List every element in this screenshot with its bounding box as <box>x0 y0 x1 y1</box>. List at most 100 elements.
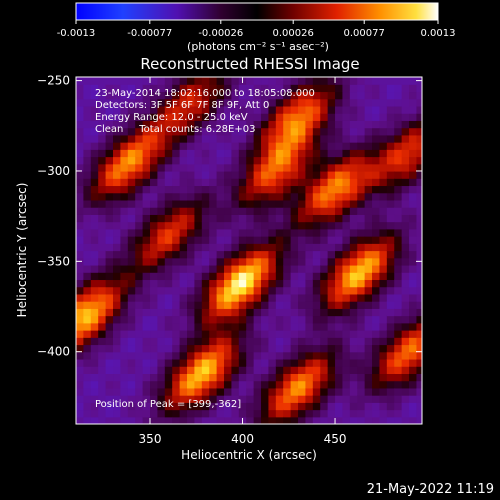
heatmap-cell <box>283 387 292 396</box>
heatmap-cell <box>320 366 329 374</box>
heatmap-cell <box>246 178 255 187</box>
heatmap-cell <box>261 286 270 295</box>
heatmap-cell <box>364 142 373 150</box>
heatmap-cell <box>238 134 247 143</box>
heatmap-cell <box>349 214 358 223</box>
heatmap-cell <box>357 416 366 424</box>
heatmap-cell <box>253 301 262 309</box>
heatmap-cell <box>172 221 181 230</box>
heatmap-cell <box>253 308 262 317</box>
heatmap-cell <box>416 416 422 424</box>
heatmap-cell <box>194 330 203 338</box>
heatmap-cell <box>238 308 247 317</box>
heatmap-cell <box>379 178 388 187</box>
heatmap-cell <box>327 286 336 295</box>
heatmap-cell <box>127 257 136 266</box>
heatmap-cell <box>349 250 358 259</box>
heatmap-cell <box>342 185 351 194</box>
heatmap-cell <box>90 105 99 114</box>
heatmap-cell <box>194 207 203 215</box>
heatmap-cell <box>261 98 270 107</box>
heatmap-cell <box>150 105 159 114</box>
heatmap-cell <box>342 98 351 107</box>
heatmap-cell <box>394 243 403 252</box>
heatmap-cell <box>194 156 203 165</box>
heatmap-cell <box>312 163 321 172</box>
heatmap-cell <box>364 351 373 360</box>
heatmap-cell <box>76 127 84 136</box>
heatmap-cell <box>238 250 247 259</box>
heatmap-cell <box>298 286 307 295</box>
heatmap-cell <box>90 127 99 136</box>
heatmap-cell <box>83 409 92 418</box>
heatmap-cell <box>312 91 321 100</box>
heatmap-cell <box>327 322 336 331</box>
heatmap-cell <box>231 243 240 252</box>
heatmap-cell <box>401 170 410 179</box>
heatmap-cell <box>327 250 336 259</box>
heatmap-cell <box>105 207 114 215</box>
heatmap-cell <box>320 330 329 338</box>
heatmap-cell <box>135 120 144 129</box>
heatmap-cell <box>298 207 307 215</box>
heatmap-cell <box>298 380 307 389</box>
heatmap-cell <box>224 221 233 230</box>
heatmap-cell <box>372 134 381 143</box>
heatmap-cell <box>253 236 262 244</box>
heatmap-cell <box>135 199 144 208</box>
heatmap-cell <box>364 192 373 201</box>
heatmap-cell <box>283 134 292 143</box>
heatmap-cell <box>113 315 122 324</box>
heatmap-cell <box>194 387 203 396</box>
heatmap-cell <box>261 127 270 136</box>
heatmap-cell <box>312 192 321 201</box>
heatmap-cell <box>127 236 136 244</box>
heatmap-cell <box>364 293 373 302</box>
heatmap-cell <box>209 279 218 288</box>
heatmap-cell <box>224 301 233 309</box>
heatmap-cell <box>231 366 240 374</box>
heatmap-cell <box>394 308 403 317</box>
heatmap-cell <box>120 221 129 230</box>
heatmap-cell <box>209 163 218 172</box>
heatmap-cell <box>253 120 262 129</box>
heatmap-cell <box>216 264 225 273</box>
heatmap-cell <box>238 322 247 331</box>
heatmap-cell <box>372 395 381 403</box>
heatmap-cell <box>224 105 233 114</box>
heatmap-cell <box>372 178 381 187</box>
heatmap-cell <box>179 192 188 201</box>
heatmap-cell <box>342 77 351 85</box>
heatmap-cell <box>172 214 181 223</box>
heatmap-cell <box>349 207 358 215</box>
heatmap-cell <box>164 373 173 382</box>
heatmap-cell <box>349 330 358 338</box>
heatmap-cell <box>409 351 418 360</box>
heatmap-cell <box>335 192 344 201</box>
heatmap-cell <box>364 301 373 309</box>
heatmap-cell <box>150 214 159 223</box>
heatmap-cell <box>401 344 410 353</box>
heatmap-cell <box>231 315 240 324</box>
heatmap-cell <box>335 308 344 317</box>
heatmap-cell <box>275 330 284 338</box>
heatmap-cell <box>320 250 329 259</box>
heatmap-cell <box>127 91 136 100</box>
heatmap-cell <box>386 250 395 259</box>
heatmap-cell <box>349 315 358 324</box>
heatmap-cell <box>238 315 247 324</box>
heatmap-cell <box>83 351 92 360</box>
heatmap-cell <box>76 214 84 223</box>
heatmap-cell <box>157 257 166 266</box>
heatmap-cell <box>98 344 107 353</box>
heatmap-cell <box>349 257 358 266</box>
heatmap-cell <box>142 185 151 194</box>
heatmap-cell <box>372 409 381 418</box>
heatmap-cell <box>327 84 336 93</box>
heatmap-cell <box>209 221 218 230</box>
heatmap-cell <box>275 156 284 165</box>
heatmap-cell <box>335 344 344 353</box>
heatmap-cell <box>224 395 233 403</box>
heatmap-cell <box>394 351 403 360</box>
heatmap-cell <box>416 358 422 367</box>
